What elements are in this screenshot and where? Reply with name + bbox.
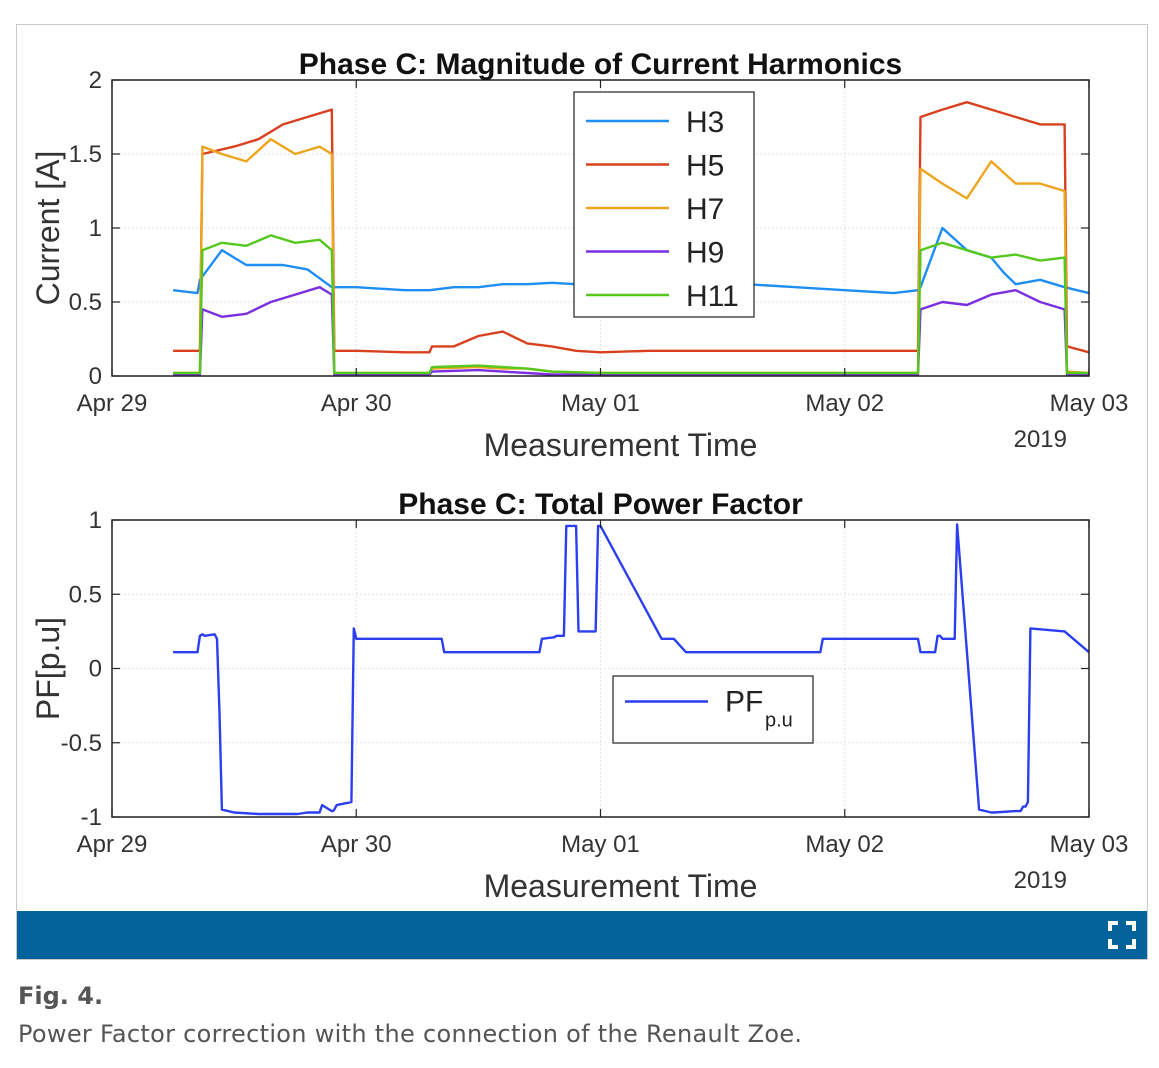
legend-label: H7 [686, 193, 724, 226]
chart-title: Phase C: Magnitude of Current Harmonics [299, 48, 902, 81]
chart-2: Apr 29 Apr 30 May 01 May 02 May 03 -1 -0.5 0 0.5… [30, 488, 1128, 904]
y-tick-label: 1 [89, 215, 102, 242]
legend: PFp.u [612, 675, 814, 744]
legend-label: H5 [686, 150, 724, 183]
series-line-h9 [173, 286, 1089, 376]
year-label: 2019 [1014, 867, 1067, 894]
y-tick-label: 0.5 [69, 581, 102, 608]
x-tick-label: May 02 [805, 390, 884, 417]
x-tick-label: May 03 [1050, 390, 1129, 417]
figure-charts: Apr 29 Apr 30 May 01 May 02 May 03 0 0.5 1 1.5 2 P… [30, 48, 1128, 904]
y-tick-label: 1 [89, 507, 102, 534]
figure-label: Fig. 4. [18, 982, 104, 1010]
legend-label: H11 [686, 280, 739, 313]
x-axis-label: Measurement Time [484, 427, 758, 463]
series-line-h11 [173, 234, 1089, 375]
figure-toolbar [17, 911, 1147, 959]
legend-label-subscript: p.u [765, 710, 793, 732]
chart-1: Apr 29 Apr 30 May 01 May 02 May 03 0 0.5 1 1.5 2 P… [30, 48, 1128, 463]
legend-label: H9 [686, 237, 724, 270]
figure-caption: Power Factor correction with the connect… [18, 1020, 803, 1048]
y-tick-label: 0.5 [69, 289, 102, 316]
x-tick-label: Apr 30 [321, 390, 392, 417]
legend-label: PF [725, 686, 763, 719]
year-label: 2019 [1014, 426, 1067, 453]
series-line-pf [173, 523, 1090, 816]
legend: H3 H5 H7 H9 H11 [573, 91, 755, 318]
series-line-h5 [173, 100, 1090, 354]
chart-title: Phase C: Total Power Factor [398, 488, 803, 521]
y-tick-label: 0 [89, 363, 102, 390]
legend-label: H3 [686, 106, 724, 139]
y-tick-label: 0 [89, 656, 102, 683]
y-axis-label: PF[p.u] [30, 617, 66, 720]
y-tick-label: 2 [89, 67, 102, 94]
figure-frame: Apr 29 Apr 30 May 01 May 02 May 03 0 0.5 1 1.5 2 P… [16, 24, 1148, 960]
x-tick-label: May 03 [1050, 831, 1129, 858]
y-tick-label: -1 [81, 804, 102, 831]
x-tick-label: Apr 30 [321, 831, 392, 858]
y-tick-label: 1.5 [69, 141, 102, 168]
x-tick-label: May 02 [805, 831, 884, 858]
y-axis-label: Current [A] [30, 151, 66, 306]
legend-box [612, 675, 814, 744]
y-tick-label: -0.5 [61, 730, 102, 757]
expand-icon[interactable] [1107, 920, 1137, 950]
x-axis-label: Measurement Time [484, 868, 758, 904]
x-tick-label: May 01 [561, 831, 640, 858]
x-tick-label: Apr 29 [77, 831, 148, 858]
x-tick-label: May 01 [561, 390, 640, 417]
x-tick-label: Apr 29 [77, 390, 148, 417]
legend-box [573, 91, 755, 318]
